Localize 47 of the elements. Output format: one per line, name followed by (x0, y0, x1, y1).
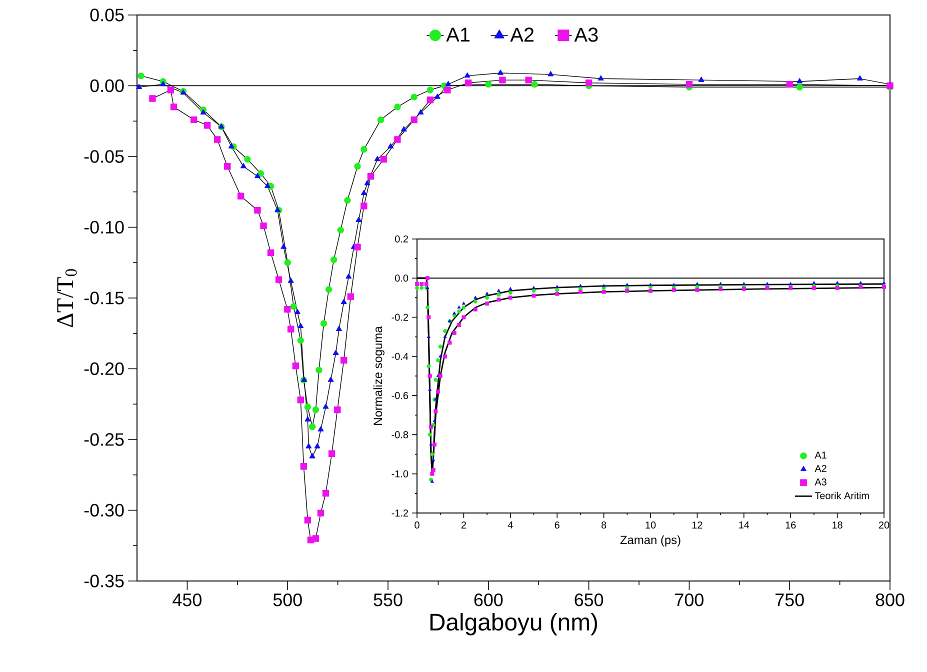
y-tick-label: -0.10 (84, 220, 124, 234)
x-axis-title: Zaman (ps) (620, 535, 680, 547)
legend-label: A2 (510, 28, 534, 42)
y-tick-label: -0.15 (84, 292, 124, 304)
x-tick-label: 0 (414, 522, 420, 529)
x-tick-label: 8 (601, 522, 606, 529)
legend-label: A1 (814, 452, 826, 459)
x-tick-label: 4 (508, 522, 513, 528)
x-tick-label: 12 (692, 522, 702, 528)
y-tick-label: 0.0 (395, 274, 408, 282)
y-tick-label: -0.35 (84, 574, 124, 588)
x-tick-label: 600 (474, 593, 503, 606)
y-tick-label: 0.05 (90, 8, 124, 22)
y-axis-title: ΔT/T$_{0}$ (57, 269, 77, 328)
y-tick-label: -0.05 (84, 150, 124, 163)
y-tick-label: -1.0 (392, 470, 408, 478)
x-tick-label: 450 (172, 593, 202, 606)
x-tick-label: 14 (739, 522, 750, 528)
legend-label: Teorik Aritim (814, 492, 869, 500)
x-tick-label: 700 (675, 593, 704, 606)
y-axis-title: Normalize soguma (373, 326, 384, 425)
x-tick-label: 800 (876, 593, 904, 606)
x-tick-label: 10 (646, 522, 656, 529)
x-tick-label: 2 (461, 522, 466, 528)
x-tick-label: 550 (374, 593, 402, 606)
x-axis-title: Dalgaboyu (nm) (430, 613, 598, 636)
legend-label: A3 (574, 28, 598, 42)
y-tick-label: -0.4 (392, 352, 408, 360)
y-tick-label: -0.6 (392, 392, 408, 400)
x-tick-label: 20 (878, 522, 890, 529)
y-tick-label: -0.30 (84, 504, 124, 517)
y-tick-label: -0.20 (84, 362, 124, 376)
legend-label: A1 (446, 28, 470, 42)
y-tick-label: 0.2 (395, 235, 408, 243)
y-tick-label: -0.25 (84, 433, 124, 446)
legend-label: A2 (814, 465, 826, 472)
legend-label: A3 (814, 478, 826, 486)
x-tick-label: 18 (832, 522, 842, 529)
x-tick-label: 500 (273, 593, 302, 606)
x-tick-label: 750 (776, 593, 804, 606)
x-tick-label: 650 (574, 593, 604, 606)
x-tick-label: 16 (786, 522, 796, 529)
y-tick-label: -0.8 (392, 431, 408, 438)
y-tick-label: -0.2 (392, 314, 408, 321)
x-tick-label: 6 (554, 522, 560, 529)
y-tick-label: 0.00 (90, 79, 124, 92)
y-tick-label: -1.2 (392, 510, 408, 516)
